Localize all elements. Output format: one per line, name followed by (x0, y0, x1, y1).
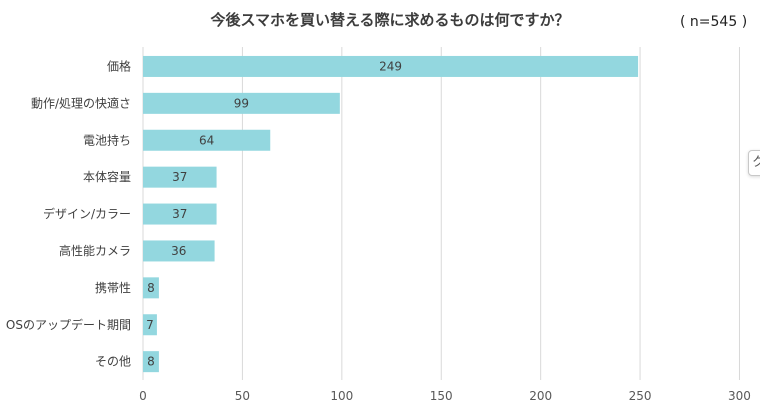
chart-title: 今後スマホを買い替える際に求めるものは何ですか？ (210, 11, 570, 29)
data-label: 249 (379, 59, 402, 73)
category-label: 動作/処理の快適さ (31, 95, 131, 110)
x-tick-label: 300 (728, 389, 751, 403)
category-label: 高性能カメラ (59, 243, 131, 258)
data-label: 37 (172, 207, 187, 221)
category-label: 携帯性 (95, 280, 131, 295)
edge-side-tab[interactable]: ク (748, 150, 760, 176)
bar-6 (143, 277, 159, 299)
bar-0 (143, 55, 639, 77)
bar-7 (143, 314, 157, 336)
x-tick-label: 200 (529, 389, 552, 403)
category-label: 電池持ち (83, 132, 131, 147)
data-label: 36 (171, 244, 186, 258)
category-label: その他 (95, 355, 131, 369)
data-label: 8 (147, 281, 155, 295)
data-label: 7 (146, 318, 154, 332)
bar-4 (143, 203, 217, 225)
x-tick-label: 250 (629, 389, 652, 403)
category-label: 本体容量 (83, 169, 131, 184)
category-label: OSのアップデート期間 (6, 317, 131, 332)
bar-2 (143, 129, 271, 151)
data-label: 99 (234, 96, 249, 110)
x-tick-label: 150 (430, 389, 453, 403)
category-label: デザイン/カラー (43, 206, 131, 221)
data-label: 64 (199, 133, 214, 147)
x-tick-label: 100 (330, 389, 353, 403)
sample-size-note: ( n=545 ) (680, 14, 748, 30)
x-tick-label: 50 (235, 389, 250, 403)
data-label: 37 (172, 170, 187, 184)
bar-8 (143, 351, 159, 373)
bar-5 (143, 240, 215, 262)
x-tick-label: 0 (139, 389, 147, 403)
bar-1 (143, 92, 340, 114)
bar-3 (143, 166, 217, 188)
data-label: 8 (147, 355, 155, 369)
category-label: 価格 (107, 58, 131, 73)
